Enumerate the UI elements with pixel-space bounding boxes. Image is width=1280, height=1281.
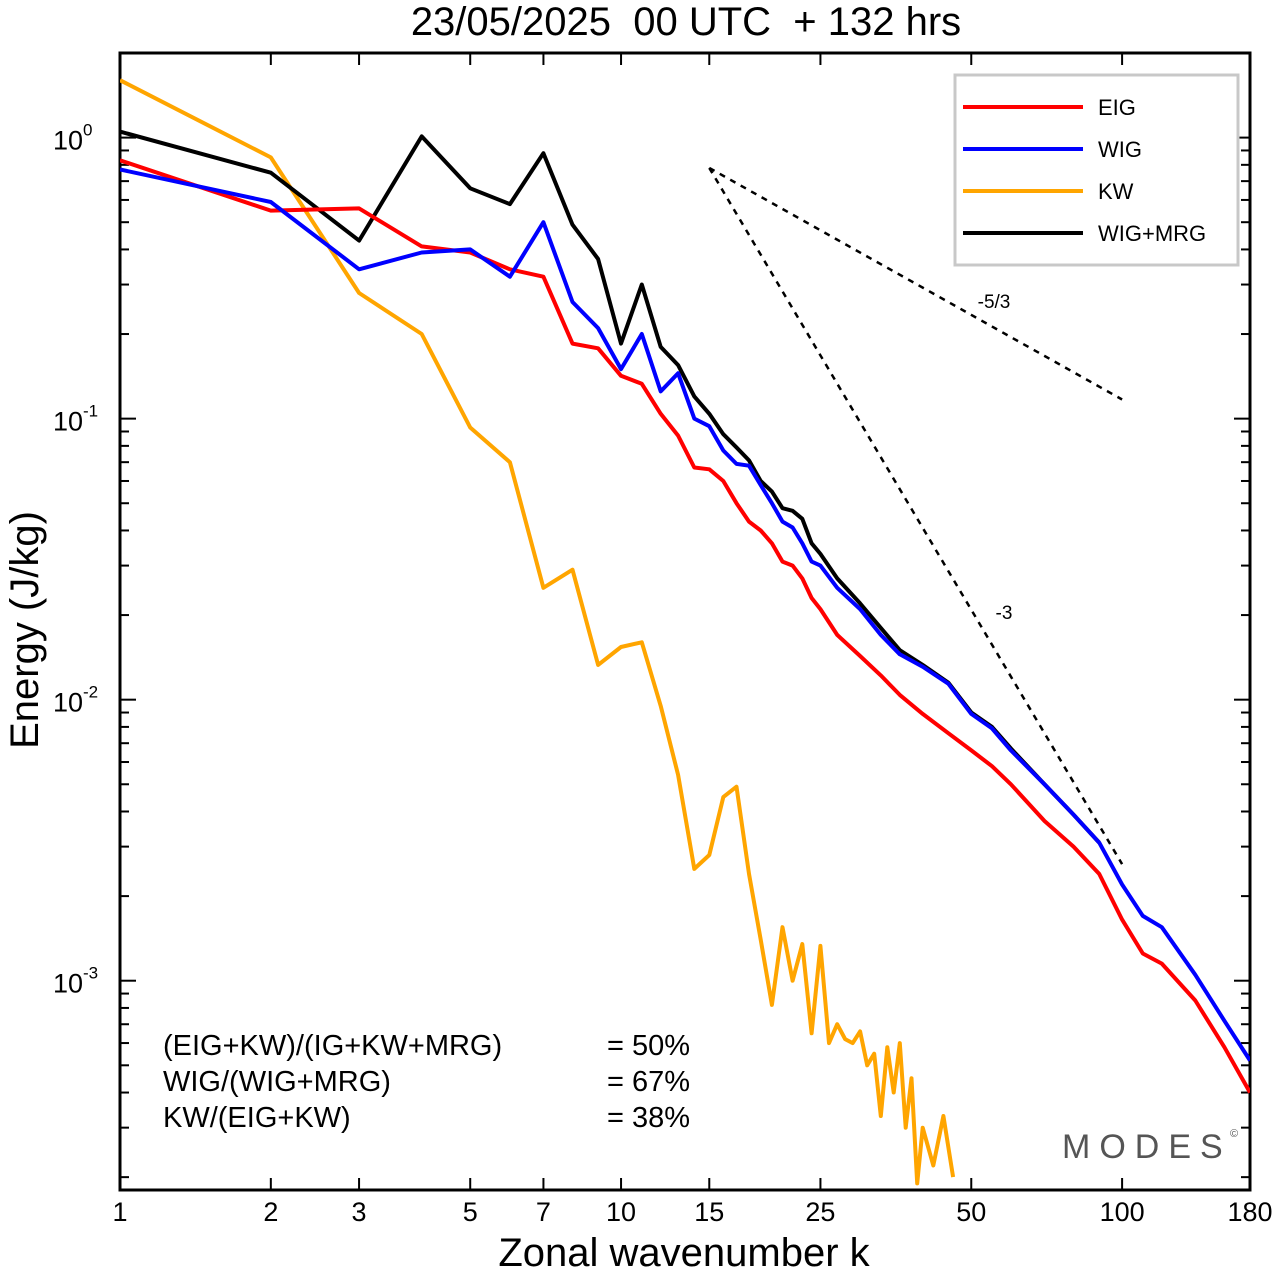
- y-tick-label: 10 -2: [53, 683, 98, 718]
- chart-title: 23/05/2025 00 UTC + 132 hrs: [411, 0, 961, 44]
- ratio-expression: KW/(EIG+KW): [163, 1102, 351, 1134]
- x-tick-label: 15: [694, 1197, 724, 1227]
- legend: EIG WIG KW WIG+MRG: [953, 73, 1240, 267]
- slope-label: -5/3: [978, 292, 1011, 313]
- x-tick-label: 3: [352, 1197, 367, 1227]
- ratio-annotations: (EIG+KW)/(IG+KW+MRG) = 50% WIG/(WIG+MRG) = …: [163, 1030, 690, 1134]
- series-lines: [120, 78, 1250, 1186]
- x-tick-label: 10: [606, 1197, 636, 1227]
- x-axis-label: Zonal wavenumber k: [498, 1231, 870, 1275]
- y-tick-base: 10: [53, 126, 83, 156]
- y-axis-label: Energy (J/kg): [3, 511, 47, 749]
- legend-label: KW: [1098, 179, 1134, 204]
- y-tick-label: 10 -1: [53, 402, 98, 437]
- x-tick-label: 7: [536, 1197, 551, 1227]
- x-tick-label: 50: [956, 1197, 986, 1227]
- y-tick-base: 10: [53, 969, 83, 999]
- ratio-value: = 67%: [607, 1066, 690, 1098]
- slope-label: -3: [996, 603, 1013, 624]
- ratio-expression: WIG/(WIG+MRG): [163, 1066, 391, 1098]
- series-line-wig: [120, 167, 1250, 1062]
- x-tick-label: 100: [1100, 1197, 1145, 1227]
- modes-logo: MODES: [1062, 1128, 1232, 1166]
- y-tick-base: 10: [53, 688, 83, 718]
- y-tick-base: 10: [53, 407, 83, 437]
- x-tick-label: 180: [1227, 1197, 1272, 1227]
- x-tick-label: 25: [805, 1197, 835, 1227]
- y-tick-exponent: -3: [83, 964, 98, 983]
- x-tick-label: 5: [463, 1197, 478, 1227]
- y-tick-label: 10 0: [53, 121, 92, 156]
- ratio-value: = 38%: [607, 1102, 690, 1134]
- legend-label: EIG: [1098, 95, 1136, 120]
- legend-label: WIG: [1098, 137, 1142, 162]
- x-tick-label: 1: [112, 1197, 127, 1227]
- y-tick-exponent: -2: [83, 683, 98, 702]
- x-axis-ticks: 1 2 3 5 7 10 15 25 50 100 180: [112, 53, 1273, 1227]
- legend-label: WIG+MRG: [1098, 221, 1206, 246]
- series-line-eig: [120, 158, 1250, 1094]
- y-tick-label: 10 -3: [53, 964, 98, 999]
- ratio-value: = 50%: [607, 1030, 690, 1062]
- ratio-expression: (EIG+KW)/(IG+KW+MRG): [163, 1030, 502, 1062]
- x-tick-label: 2: [263, 1197, 278, 1227]
- slope-line: [708, 167, 1124, 865]
- reference-lines: -5/3 -3: [708, 166, 1124, 865]
- series-line-kw: [120, 78, 956, 1186]
- y-tick-exponent: -1: [83, 402, 98, 421]
- y-tick-exponent: 0: [83, 121, 92, 140]
- plot-frame: [118, 51, 1252, 1192]
- modes-logo-mark: ©: [1230, 1128, 1238, 1140]
